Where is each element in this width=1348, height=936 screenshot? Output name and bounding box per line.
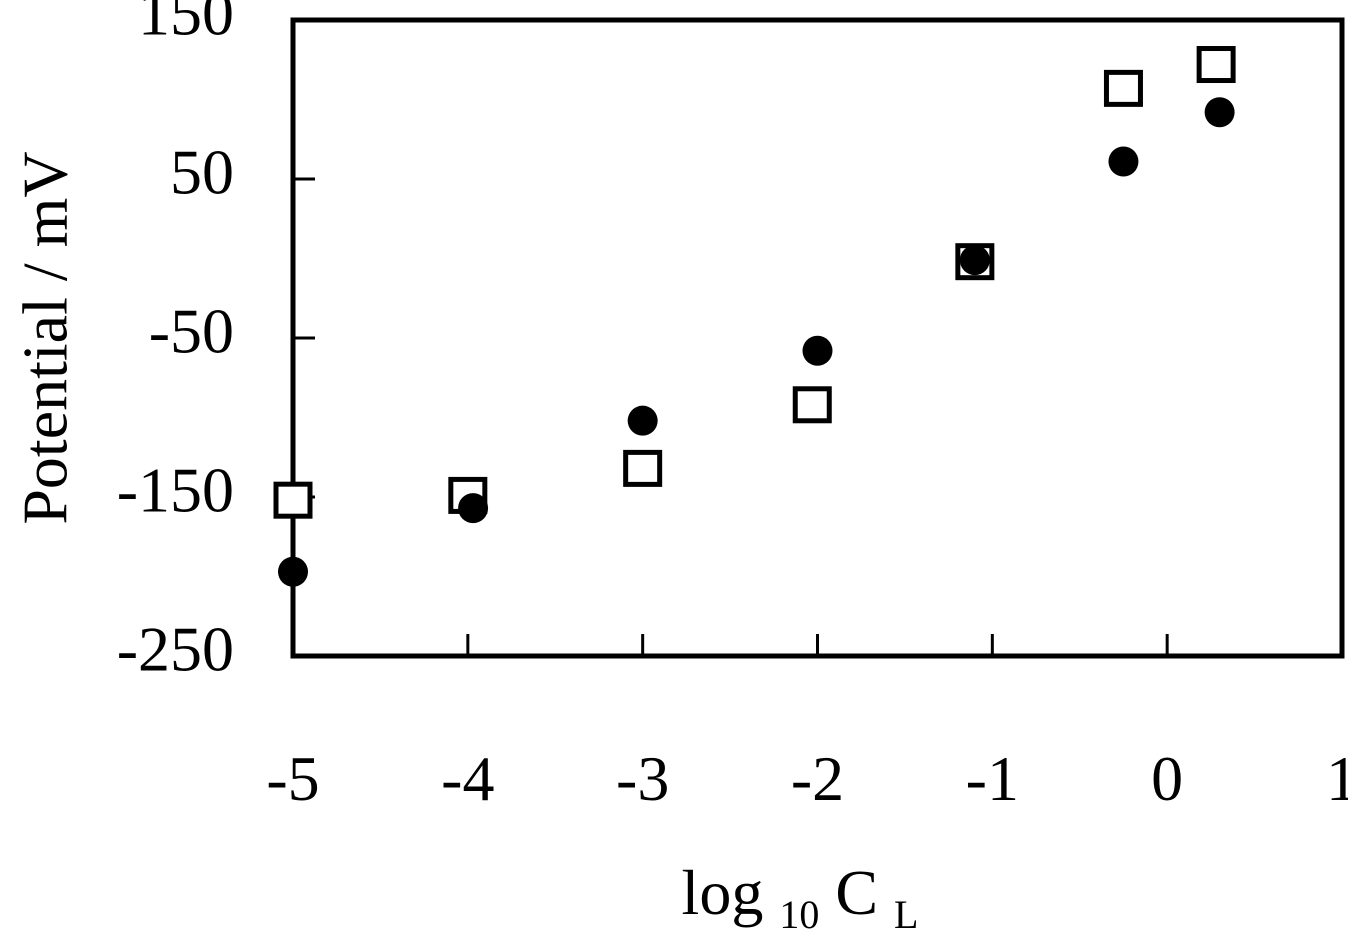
x-tick-label: -3: [616, 743, 669, 814]
circle-marker: [1204, 97, 1235, 128]
square-marker: [273, 481, 313, 519]
y-axis-label: Potential / mV: [10, 151, 81, 524]
circle-marker: [802, 335, 833, 366]
circle-marker: [278, 556, 308, 587]
x-axis-label-main: log: [682, 857, 764, 928]
x-tick-label: 1: [1326, 743, 1348, 814]
x-tick-label: -1: [966, 743, 1019, 814]
x-tick-labels: -5 -4 -3 -2 -1 0 1: [266, 743, 1348, 814]
y-tick-label: -50: [149, 296, 234, 367]
x-tick-label: 0: [1151, 743, 1183, 814]
circle-marker: [458, 493, 489, 524]
x-axis-label-sub2: L: [894, 892, 918, 936]
x-tick-label: -4: [441, 743, 494, 814]
y-tick-label: 150: [138, 0, 234, 49]
square-marker: [623, 449, 663, 487]
x-tick-label: -2: [791, 743, 844, 814]
y-tick-labels: 150 50 -50 -150 -250: [117, 0, 234, 685]
x-axis-label-mid: C: [835, 857, 878, 928]
y-tick-label: -150: [117, 455, 234, 526]
circle-marker: [627, 405, 658, 436]
data-markers: [273, 46, 1236, 587]
y-tick-label: -250: [117, 614, 234, 685]
x-axis-label-sub: 10: [779, 892, 819, 936]
circle-marker: [1108, 146, 1139, 177]
x-axis-label: log 10 C L: [682, 857, 919, 936]
square-marker: [1196, 46, 1236, 84]
square-marker: [1103, 69, 1143, 107]
square-marker: [792, 386, 832, 424]
circle-marker: [959, 245, 990, 276]
y-tick-label: 50: [170, 137, 234, 208]
x-tick-label: -5: [266, 743, 319, 814]
